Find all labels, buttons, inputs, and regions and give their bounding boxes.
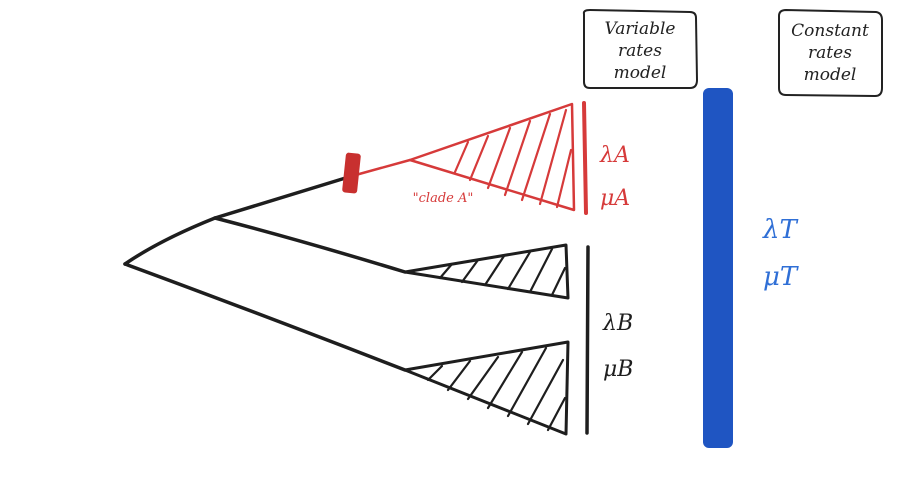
clade-b-bracket [585,245,590,435]
clade-b-lower-hatching [426,346,567,432]
clade-a-bracket [582,101,588,215]
constant-box-line-1: Constant [791,21,869,41]
variable-box-line-1: Variable [605,19,676,39]
clade-b-upper-triangle [403,243,570,300]
constant-rate-bar [703,88,733,448]
lambda-b-label: λB [602,311,633,336]
variable-rates-box-border [582,8,699,89]
clade-a-hatching [453,108,573,209]
lambda-t-label: λT [762,215,798,245]
branch-root-to-lower [123,262,407,372]
branch-root-to-upper [123,216,217,266]
tree-branches [123,174,407,372]
constant-box-line-3: model [804,65,857,85]
constant-rates-box: Constant rates model [778,8,883,98]
constant-rates-box-border [778,8,883,98]
clade-a: "clade A" λA μA [342,101,630,215]
clade-b-upper-hatching [438,247,567,297]
variable-box-line-3: model [614,63,667,83]
clade-a-label: "clade A" [413,191,474,206]
clade-b-upper [403,243,570,300]
clade-b-lower [403,340,570,436]
clade-a-shift-marker [342,152,361,194]
branch-upper-to-node [213,174,354,220]
variable-box-line-2: rates [618,41,662,61]
constant-box-line-2: rates [808,43,852,63]
clade-a-stem [350,158,412,178]
variable-rates-box: Variable rates model [582,8,699,89]
mu-b-label: μB [603,357,633,382]
mu-t-label: μT [763,262,799,292]
mu-a-label: μA [600,186,630,211]
clade-b-lower-triangle [403,340,570,436]
lambda-a-label: λA [599,143,630,168]
branch-upper-to-clade-middle [213,216,407,274]
clade-a-triangle [408,102,576,212]
